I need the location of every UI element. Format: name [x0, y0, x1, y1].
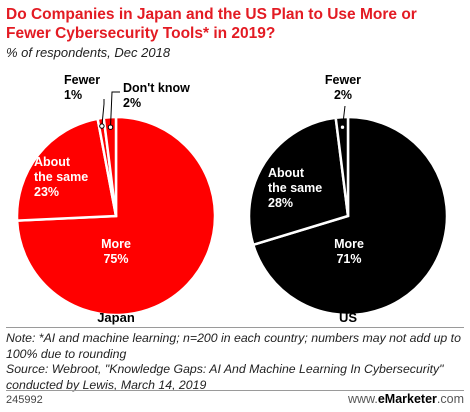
pie-label-don-t-know: Don't know — [123, 81, 190, 95]
pie-value-fewer: 1% — [64, 88, 82, 102]
pie-label-about-the-same: About the same — [268, 166, 322, 195]
country-label-us: US — [339, 310, 357, 325]
note-text: Note: *AI and machine learning; n=200 in… — [6, 331, 461, 361]
pie-label-fewer: Fewer — [325, 73, 361, 87]
brand-suffix: .com — [436, 392, 464, 406]
pie-slice-don-t-know — [102, 115, 118, 217]
country-label-japan: Japan — [97, 310, 135, 325]
pie-label-about-the-same: About the same — [34, 155, 88, 184]
pie-value-about-the-same: 23% — [34, 185, 59, 199]
pie-value-about-the-same: 28% — [268, 196, 293, 210]
leader-line-dont-know — [110, 91, 120, 128]
footnote: Note: *AI and machine learning; n=200 in… — [6, 331, 464, 393]
pie-slice-about-the-same — [15, 117, 118, 222]
brand-name: eMarketer — [377, 392, 437, 406]
divider-top — [6, 327, 464, 328]
source-text: Source: Webroot, "Knowledge Gaps: AI And… — [6, 362, 444, 392]
leader-line-fewer — [342, 105, 346, 128]
pie-label-fewer: Fewer — [64, 73, 100, 87]
brand-prefix: www. — [347, 392, 378, 406]
pie-value-don-t-know: 2% — [123, 96, 141, 110]
pie-slice-about-the-same — [247, 116, 350, 247]
pie-slice-more — [251, 115, 449, 317]
leader-line-fewer — [101, 99, 105, 127]
leader-dot-dont-know — [107, 124, 114, 130]
leader-dot-fewer — [339, 124, 346, 130]
pie-value-more: 75% — [103, 252, 128, 266]
brand-logo[interactable]: www.eMarketer.com — [348, 392, 464, 406]
chart-subtitle: % of respondents, Dec 2018 — [6, 45, 171, 60]
chart-id: 245992 — [6, 394, 43, 406]
pie-label-more: More — [101, 237, 131, 251]
pie-value-more: 71% — [336, 252, 361, 266]
chart-title: Do Companies in Japan and the US Plan to… — [6, 6, 417, 42]
pie-label-more: More — [334, 237, 364, 251]
divider-bottom — [6, 390, 464, 391]
leader-dot-fewer — [99, 123, 105, 129]
pie-slice-fewer — [334, 115, 350, 217]
pie-value-fewer: 2% — [334, 88, 352, 102]
